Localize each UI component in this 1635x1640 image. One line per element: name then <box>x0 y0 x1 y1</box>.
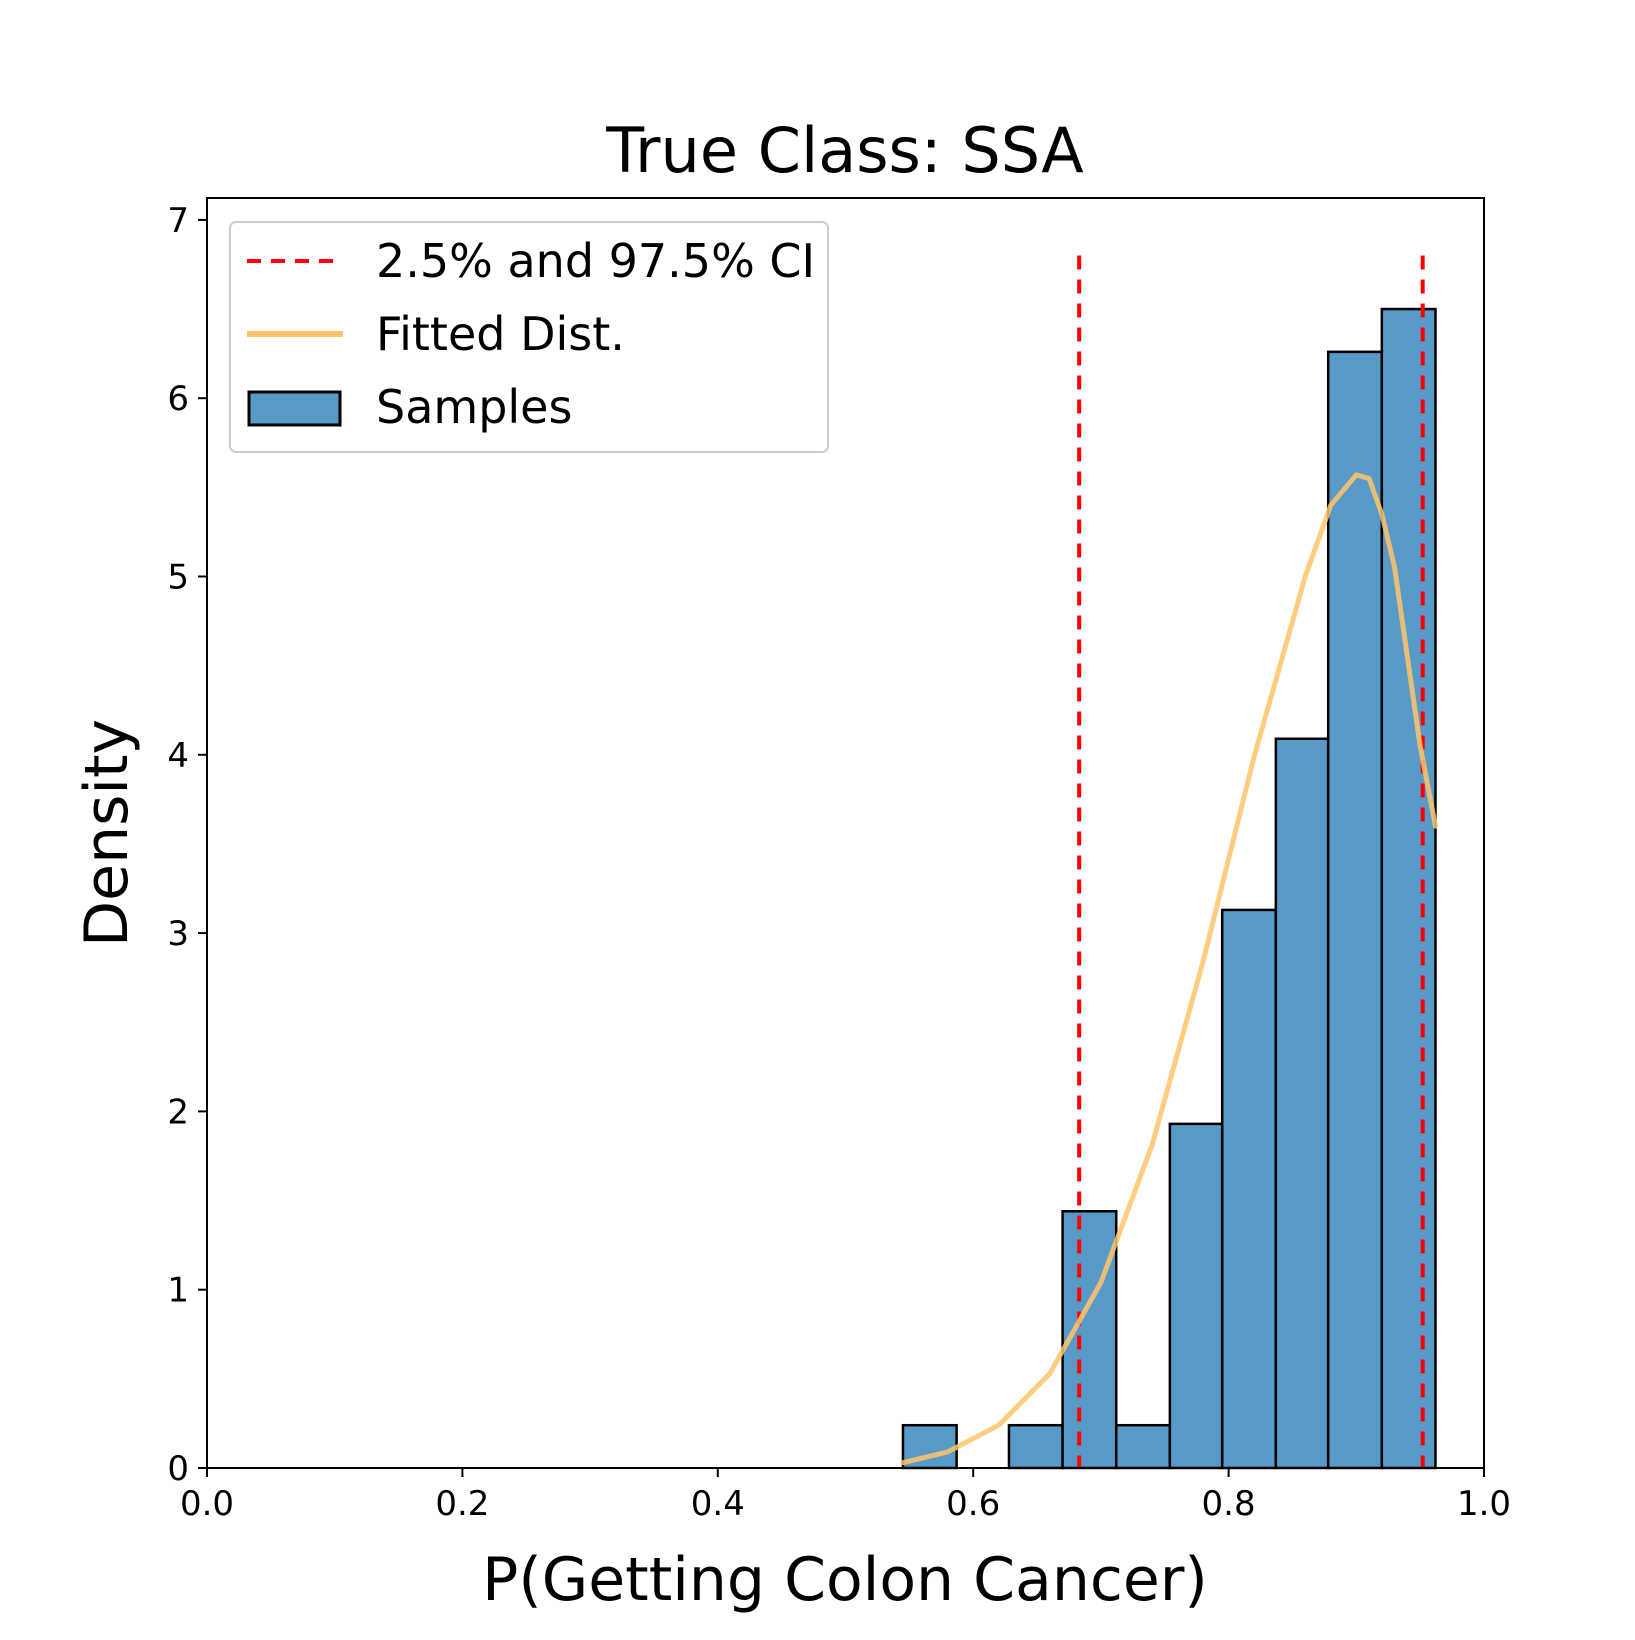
legend-samples-label: Samples <box>376 380 572 434</box>
histogram-bar <box>1114 1423 1172 1470</box>
x-tick-label: 0.8 <box>1202 1484 1256 1524</box>
histogram-bar <box>1326 350 1384 1470</box>
histogram-bar <box>1168 1122 1224 1470</box>
legend: 2.5% and 97.5% CI Fitted Dist. Samples <box>229 221 829 453</box>
histogram-bar <box>1007 1423 1064 1470</box>
y-tick-label: 2 <box>167 1092 189 1132</box>
x-tick-label: 0.6 <box>946 1484 1000 1524</box>
plot-frame <box>206 197 1485 1469</box>
fitted-curve-line <box>900 472 1438 1466</box>
y-tick-label: 1 <box>167 1271 189 1311</box>
y-tick-label: 5 <box>167 558 189 598</box>
legend-ci-label: 2.5% and 97.5% CI <box>376 234 815 288</box>
x-tick-label: 0.0 <box>180 1484 234 1524</box>
y-tick-label: 4 <box>167 736 189 776</box>
y-tick-label: 0 <box>167 1449 189 1489</box>
y-tick-label: 6 <box>167 379 189 419</box>
legend-box <box>229 221 829 453</box>
histogram-bar <box>1274 737 1330 1470</box>
legend-samples-swatch <box>247 390 342 427</box>
histogram-bar <box>1220 908 1278 1470</box>
y-tick-label: 7 <box>167 201 189 241</box>
x-axis-label: P(Getting Colon Cancer) <box>482 1545 1208 1615</box>
histogram-bars <box>901 307 1437 1470</box>
legend-fitted-label: Fitted Dist. <box>376 307 625 361</box>
x-tick-label: 0.2 <box>435 1484 489 1524</box>
ci-lines <box>1077 255 1425 1468</box>
fitted-curve <box>900 472 1438 1466</box>
chart-title: True Class: SSA <box>605 114 1083 187</box>
x-tick-label: 1.0 <box>1457 1484 1511 1524</box>
y-axis-label: Density <box>72 719 142 947</box>
y-axis-ticks: 0 1 2 3 4 5 6 7 <box>167 201 207 1489</box>
y-tick-label: 3 <box>167 914 189 954</box>
x-axis-ticks: 0.0 0.2 0.4 0.6 0.8 1.0 <box>180 1468 1511 1524</box>
histogram-bar <box>1380 307 1437 1470</box>
x-tick-label: 0.4 <box>691 1484 745 1524</box>
